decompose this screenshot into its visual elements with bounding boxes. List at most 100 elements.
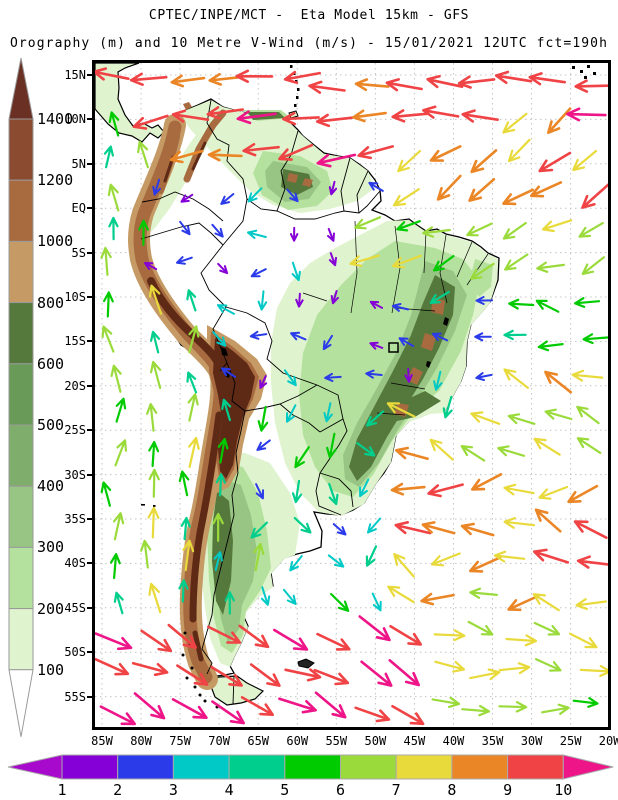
wind-arrow bbox=[129, 72, 168, 86]
wind-arrow bbox=[538, 485, 569, 500]
wind-arrow bbox=[466, 222, 493, 237]
wind-arrow bbox=[180, 193, 194, 203]
wind-arrow bbox=[575, 598, 607, 610]
wind-arrow bbox=[103, 145, 114, 169]
wind-arrow bbox=[467, 620, 494, 636]
wind-arrow bbox=[113, 512, 125, 541]
border-arg-bra bbox=[319, 418, 348, 474]
wind-arrow bbox=[213, 551, 223, 571]
orography-segment-1 bbox=[8, 179, 34, 242]
lon-label-30W: 30W bbox=[520, 734, 543, 748]
orography-segment-7 bbox=[8, 546, 34, 610]
wind-arrow bbox=[278, 143, 314, 161]
wind-arrow bbox=[186, 289, 197, 312]
border-per-bol bbox=[212, 306, 228, 372]
orography-segment-4 bbox=[8, 363, 34, 426]
wind-arrow bbox=[295, 292, 304, 308]
wind-arrow bbox=[186, 371, 198, 394]
border-col-bra bbox=[222, 198, 248, 246]
wind-arrow bbox=[503, 368, 529, 389]
border-bol-chi bbox=[226, 362, 246, 412]
juan-fernandez-islands bbox=[141, 504, 156, 507]
lake-titicaca bbox=[221, 347, 228, 356]
wind-arrow bbox=[114, 439, 128, 467]
wind-arrow bbox=[140, 629, 173, 653]
wind-arrow bbox=[457, 75, 496, 89]
wind-arrow bbox=[391, 254, 422, 269]
wind-arrow bbox=[282, 111, 320, 126]
map-frame bbox=[92, 60, 611, 730]
wind-arrow bbox=[108, 216, 119, 241]
wind-arrow bbox=[394, 521, 432, 535]
wind-arrow bbox=[431, 552, 461, 567]
wind-arrow bbox=[569, 632, 598, 649]
wind-arrow bbox=[217, 262, 229, 275]
wind-arrow bbox=[505, 634, 538, 647]
wind-arrow bbox=[356, 442, 376, 457]
wind-arrow bbox=[313, 668, 350, 686]
lon-label-50W: 50W bbox=[364, 734, 387, 748]
wind-arrow bbox=[110, 364, 122, 393]
wind-arrow bbox=[221, 367, 237, 378]
wind-arrow bbox=[390, 482, 426, 496]
wind-arrow bbox=[567, 484, 599, 504]
wind-arrow bbox=[178, 470, 190, 497]
wind-arrow bbox=[508, 298, 535, 310]
lon-label-20W: 20W bbox=[598, 734, 618, 748]
wind-arrow bbox=[532, 593, 560, 612]
wind-arrow bbox=[469, 668, 501, 681]
wind-arrow bbox=[461, 704, 491, 717]
map-canvas bbox=[95, 63, 608, 727]
wind-arrow bbox=[250, 521, 268, 539]
border-ven-guy bbox=[276, 130, 299, 212]
station-square-marker bbox=[388, 342, 399, 353]
wind-arrow bbox=[349, 254, 380, 267]
border-bol-par bbox=[279, 384, 318, 405]
wind-arrow bbox=[368, 181, 384, 192]
wind-arrow bbox=[530, 181, 563, 198]
wind-arrow bbox=[249, 663, 281, 687]
wind-arrow bbox=[360, 660, 393, 687]
wind-arrow bbox=[538, 151, 572, 173]
lat-label-30S: 30S bbox=[64, 467, 86, 482]
border-chi-arg bbox=[201, 410, 246, 675]
wind-arrow bbox=[471, 473, 503, 491]
wind-arrow bbox=[535, 299, 560, 313]
wind-arrow bbox=[332, 523, 347, 536]
lat-tick-EQ bbox=[87, 207, 93, 210]
wind-arrow bbox=[212, 512, 224, 542]
lat-tick-30S bbox=[87, 473, 93, 476]
wind-segment-0 bbox=[61, 754, 119, 780]
wind-arrow bbox=[182, 539, 195, 572]
lat-label-50S: 50S bbox=[64, 645, 86, 660]
wind-arrow bbox=[469, 556, 502, 573]
lat-tick-10N bbox=[87, 118, 93, 121]
orography-segment-2 bbox=[8, 240, 34, 304]
wind-arrow bbox=[327, 554, 345, 568]
lat-label-20S: 20S bbox=[64, 378, 86, 393]
wind-arrow bbox=[249, 330, 268, 340]
wind-arrow bbox=[393, 553, 415, 578]
wind-arrow bbox=[132, 114, 169, 130]
wind-arrow bbox=[188, 325, 200, 354]
wind-segment-1 bbox=[117, 754, 174, 780]
wind-arrow bbox=[581, 256, 605, 275]
wind-arrow bbox=[460, 445, 486, 462]
lat-tick-15N bbox=[87, 74, 93, 76]
orography-colorbar bbox=[8, 57, 34, 737]
orography-label-100: 100 bbox=[37, 660, 65, 679]
lat-label-15N: 15N bbox=[64, 68, 86, 82]
wind-arrow bbox=[242, 143, 280, 157]
border-uru-bra bbox=[319, 472, 354, 508]
wind-arrow bbox=[535, 658, 562, 672]
wind-arrow bbox=[103, 291, 114, 318]
wind-arrow bbox=[148, 582, 162, 614]
wind-arrow bbox=[224, 591, 235, 615]
wind-arrow bbox=[369, 300, 384, 309]
wind-arrow bbox=[146, 403, 158, 432]
lat-tick-5S bbox=[87, 251, 93, 254]
wind-arrow bbox=[316, 632, 351, 651]
lat-tick-50S bbox=[87, 651, 93, 654]
wind-arrow bbox=[221, 398, 232, 422]
wind-arrow bbox=[470, 262, 495, 280]
